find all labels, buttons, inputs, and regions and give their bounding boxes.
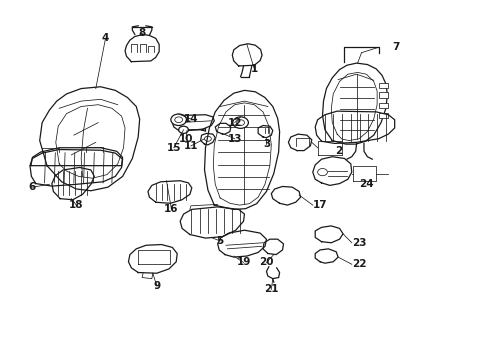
Text: 10: 10	[179, 134, 193, 144]
Circle shape	[170, 114, 186, 126]
Polygon shape	[258, 126, 272, 138]
Bar	[378, 93, 387, 98]
Text: 5: 5	[216, 236, 224, 246]
Text: 21: 21	[264, 284, 278, 294]
Polygon shape	[322, 63, 386, 144]
Text: 18: 18	[69, 200, 83, 210]
Polygon shape	[30, 149, 122, 186]
Polygon shape	[315, 111, 394, 143]
Text: 19: 19	[236, 257, 250, 267]
Bar	[378, 113, 387, 118]
Text: 14: 14	[183, 114, 198, 124]
Text: 22: 22	[351, 259, 366, 269]
Text: 7: 7	[391, 42, 399, 52]
Polygon shape	[312, 157, 351, 185]
Text: 15: 15	[166, 143, 181, 153]
Text: 11: 11	[183, 141, 198, 151]
Polygon shape	[215, 123, 230, 134]
Text: 16: 16	[164, 204, 178, 214]
Polygon shape	[148, 181, 191, 203]
Bar	[378, 83, 387, 88]
Polygon shape	[232, 44, 262, 66]
Polygon shape	[315, 249, 337, 263]
Text: 20: 20	[259, 257, 273, 267]
Text: 17: 17	[312, 200, 327, 210]
Polygon shape	[263, 239, 283, 255]
Text: 24: 24	[358, 179, 373, 189]
Text: 3: 3	[262, 139, 269, 149]
Polygon shape	[40, 87, 140, 191]
Polygon shape	[125, 35, 159, 62]
Text: 13: 13	[227, 134, 242, 144]
Circle shape	[178, 126, 188, 134]
Bar	[378, 103, 387, 108]
Circle shape	[232, 117, 248, 129]
Polygon shape	[52, 167, 94, 200]
Polygon shape	[172, 115, 214, 131]
Polygon shape	[200, 134, 215, 145]
Text: 4: 4	[102, 33, 109, 43]
Text: 9: 9	[153, 281, 160, 291]
Polygon shape	[31, 148, 122, 166]
Text: 8: 8	[138, 28, 145, 38]
Polygon shape	[180, 207, 244, 238]
Polygon shape	[271, 186, 300, 205]
Text: 6: 6	[29, 182, 36, 192]
Polygon shape	[204, 90, 279, 210]
Polygon shape	[288, 134, 311, 150]
Text: 1: 1	[250, 64, 257, 74]
Text: 12: 12	[227, 118, 242, 128]
Polygon shape	[315, 226, 342, 243]
Text: 2: 2	[334, 146, 341, 156]
Text: 23: 23	[351, 238, 366, 248]
Polygon shape	[128, 244, 177, 273]
Polygon shape	[217, 230, 266, 257]
